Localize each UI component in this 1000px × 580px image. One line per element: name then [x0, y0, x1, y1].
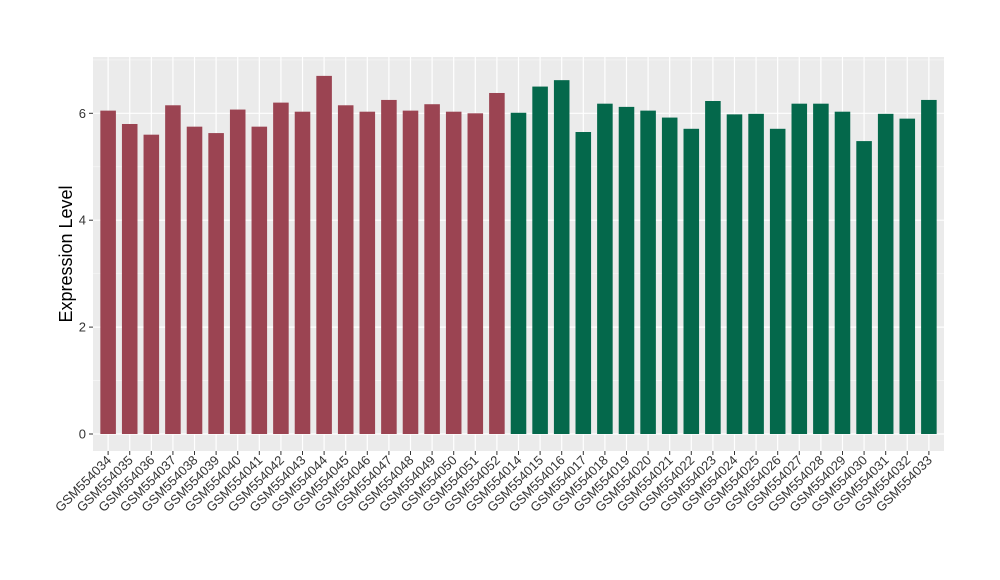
- bar-gsm554027: [791, 103, 808, 434]
- bar-gsm554031: [877, 113, 894, 434]
- bar-gsm554029: [834, 111, 851, 434]
- bar-gsm554046: [359, 111, 376, 434]
- bar-gsm554032: [899, 118, 916, 435]
- bar-gsm554034: [100, 110, 116, 434]
- bar-gsm554030: [856, 141, 872, 434]
- y-tick-label: 0: [79, 427, 86, 442]
- y-axis-title: Expression Level: [56, 185, 76, 322]
- bars: [100, 75, 937, 435]
- bar-gsm554020: [640, 110, 656, 434]
- bar-gsm554021: [661, 117, 678, 435]
- bar-gsm554036: [143, 134, 160, 434]
- bar-gsm554024: [726, 114, 743, 434]
- bar-gsm554037: [165, 105, 181, 434]
- bar-gsm554023: [705, 101, 721, 434]
- bar-gsm554048: [402, 110, 419, 434]
- bar-gsm554019: [618, 106, 635, 435]
- bar-gsm554028: [813, 103, 829, 434]
- x-axis-ticks: GSM554034GSM554035GSM554036GSM554037GSM5…: [52, 451, 935, 515]
- bar-gsm554017: [575, 132, 592, 434]
- bar-gsm554049: [424, 104, 440, 434]
- bar-gsm554042: [273, 102, 289, 435]
- bar-gsm554039: [208, 133, 224, 434]
- bar-gsm554015: [532, 86, 548, 434]
- bar-gsm554040: [229, 109, 246, 434]
- bar-gsm554014: [510, 112, 527, 434]
- bar-gsm554022: [683, 128, 700, 434]
- bar-gsm554016: [553, 80, 570, 434]
- bar-gsm554041: [251, 126, 268, 434]
- bar-gsm554052: [489, 92, 505, 434]
- bar-gsm554044: [316, 75, 332, 434]
- bar-gsm554018: [597, 103, 613, 434]
- bar-gsm554045: [337, 105, 354, 434]
- bar-gsm554043: [294, 111, 311, 434]
- bar-gsm554025: [748, 113, 764, 434]
- bar-gsm554035: [121, 123, 138, 435]
- bar-gsm554038: [186, 126, 203, 434]
- bar-gsm554047: [381, 99, 397, 434]
- y-tick-label: 2: [79, 320, 86, 335]
- bar-gsm554026: [769, 128, 786, 434]
- y-tick-label: 4: [79, 213, 86, 228]
- bar-gsm554033: [921, 99, 937, 434]
- y-tick-label: 6: [79, 106, 86, 121]
- bar-gsm554050: [445, 111, 462, 434]
- bar-gsm554051: [467, 113, 484, 435]
- y-axis-ticks: 0 2 4 6: [79, 106, 93, 442]
